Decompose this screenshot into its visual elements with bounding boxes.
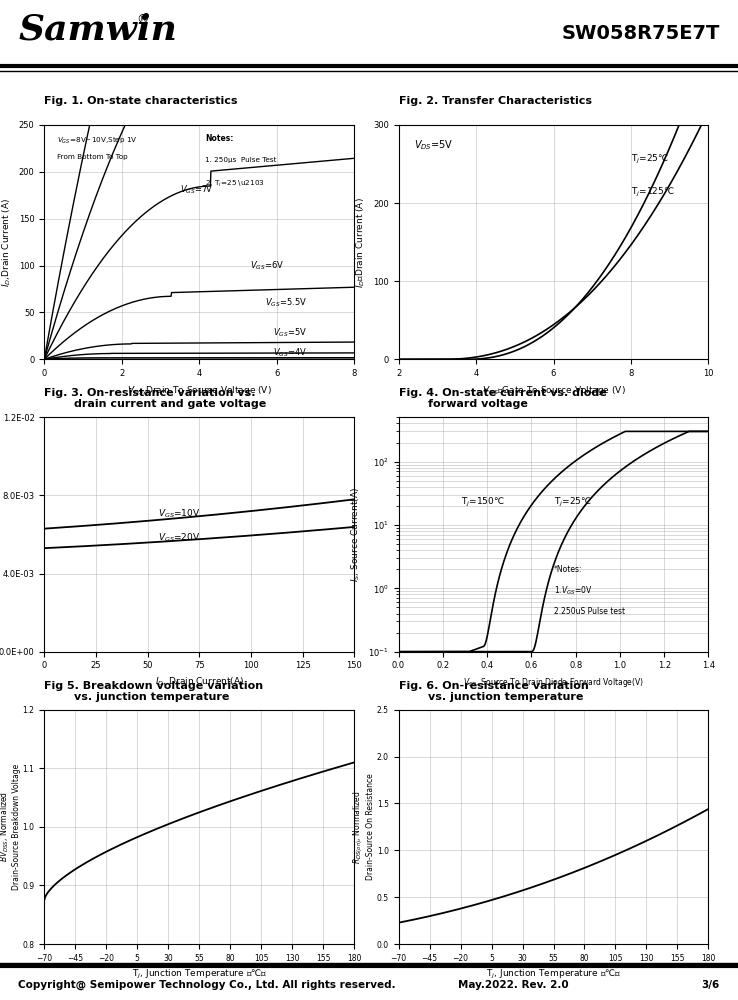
X-axis label: $V_{GS}$，Gate To Source Voltage (V): $V_{GS}$，Gate To Source Voltage (V) [482, 384, 625, 397]
Text: $V_{GS}$=7V: $V_{GS}$=7V [180, 183, 213, 196]
Text: $V_{GS}$=8V~10V,Step 1V: $V_{GS}$=8V~10V,Step 1V [57, 136, 137, 146]
X-axis label: $V_{DS}$,Drain To Source Voltage (V): $V_{DS}$,Drain To Source Voltage (V) [127, 384, 272, 397]
Text: Fig. 4. On-state current vs. diode: Fig. 4. On-state current vs. diode [399, 388, 607, 398]
Text: 2.250uS Pulse test: 2.250uS Pulse test [554, 607, 624, 616]
Text: $V_{GS}$=4V: $V_{GS}$=4V [273, 347, 307, 359]
Text: *Notes:: *Notes: [554, 565, 582, 574]
Text: 1. 250μs  Pulse Test: 1. 250μs Pulse Test [205, 157, 277, 163]
Text: vs. junction temperature: vs. junction temperature [428, 692, 584, 702]
Text: Fig. 3. On-resistance variation vs.: Fig. 3. On-resistance variation vs. [44, 388, 256, 398]
Text: forward voltage: forward voltage [428, 399, 528, 409]
Text: T$_j$=150℃: T$_j$=150℃ [461, 495, 504, 509]
Text: $V_{GS}$=6V: $V_{GS}$=6V [249, 259, 284, 272]
Y-axis label: $I_D$,Drain Current (A): $I_D$,Drain Current (A) [1, 198, 13, 287]
Text: drain current and gate voltage: drain current and gate voltage [74, 399, 266, 409]
Text: ®: ® [137, 13, 149, 26]
Text: vs. junction temperature: vs. junction temperature [74, 692, 230, 702]
Text: From Bottom To Top: From Bottom To Top [57, 154, 128, 160]
Text: $V_{GS}$=20V: $V_{GS}$=20V [158, 531, 200, 544]
Text: Fig. 6. On-resistance variation: Fig. 6. On-resistance variation [399, 681, 588, 691]
Text: 1.$V_{GS}$=0V: 1.$V_{GS}$=0V [554, 584, 592, 597]
Text: T$_j$=25℃: T$_j$=25℃ [554, 495, 592, 509]
Text: Copyright@ Semipower Technology Co., Ltd. All rights reserved.: Copyright@ Semipower Technology Co., Ltd… [18, 980, 396, 990]
Text: 3/6: 3/6 [701, 980, 720, 990]
Text: T$_j$=25℃: T$_j$=25℃ [631, 153, 669, 166]
Text: May.2022. Rev. 2.0: May.2022. Rev. 2.0 [458, 980, 568, 990]
Text: Fig 5. Breakdown voltage variation: Fig 5. Breakdown voltage variation [44, 681, 263, 691]
X-axis label: T$_j$, Junction Temperature （℃）: T$_j$, Junction Temperature （℃） [131, 968, 267, 981]
Y-axis label: $I_S$, Source Current(A): $I_S$, Source Current(A) [350, 487, 362, 582]
Y-axis label: $BV_{DSS}$, Normalized
Drain-Source Breakdown Voltage: $BV_{DSS}$, Normalized Drain-Source Brea… [0, 764, 21, 890]
Y-axis label: $I_D$，Drain Current (A): $I_D$，Drain Current (A) [355, 197, 368, 288]
Text: $V_{DS}$=5V: $V_{DS}$=5V [414, 138, 454, 152]
X-axis label: T$_j$, Junction Temperature （℃）: T$_j$, Junction Temperature （℃） [486, 968, 621, 981]
Text: Samwin: Samwin [18, 13, 177, 47]
Text: $V_{GS}$=5V: $V_{GS}$=5V [273, 327, 307, 339]
X-axis label: $I_D$, Drain Current(A): $I_D$, Drain Current(A) [155, 676, 244, 688]
Text: SW058R75E7T: SW058R75E7T [561, 24, 720, 43]
Text: Notes:: Notes: [205, 134, 234, 143]
Text: 2. T$_i$=25 \u2103: 2. T$_i$=25 \u2103 [205, 179, 266, 189]
Y-axis label: $R_{DS(on)}$, Normalized
Drain-Source On Resistance: $R_{DS(on)}$, Normalized Drain-Source On… [351, 773, 376, 880]
Text: $V_{GS}$=10V: $V_{GS}$=10V [158, 508, 200, 520]
Text: Fig. 2. Transfer Characteristics: Fig. 2. Transfer Characteristics [399, 96, 592, 106]
Text: $V_{GS}$=5.5V: $V_{GS}$=5.5V [265, 297, 307, 309]
Text: Fig. 1. On-state characteristics: Fig. 1. On-state characteristics [44, 96, 238, 106]
X-axis label: $V_{SD}$, Source To Drain Diode Forward Voltage(V): $V_{SD}$, Source To Drain Diode Forward … [463, 676, 644, 689]
Text: T$_j$=125℃: T$_j$=125℃ [631, 186, 675, 199]
